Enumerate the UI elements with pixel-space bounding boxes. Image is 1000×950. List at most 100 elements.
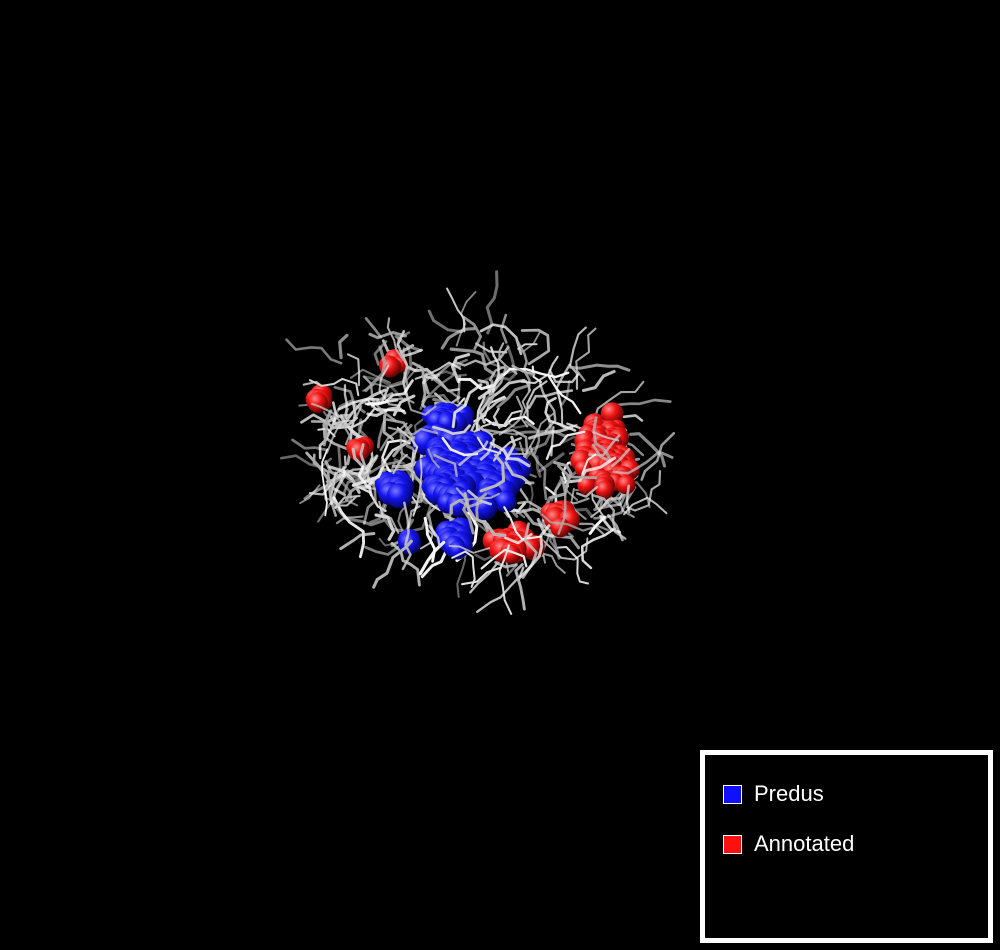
bond-stick xyxy=(455,290,477,347)
bond-stick xyxy=(456,548,467,598)
bond-stick xyxy=(476,436,502,455)
bond-stick xyxy=(389,344,413,388)
bond-stick xyxy=(344,484,372,502)
bond-stick xyxy=(300,413,358,430)
atom-sphere xyxy=(574,460,592,478)
bond-stick xyxy=(446,287,466,333)
bond-stick xyxy=(332,496,366,559)
legend-label-predicted: Predus xyxy=(754,781,824,806)
bond-stick xyxy=(411,361,430,395)
predicted-spheres xyxy=(374,402,532,560)
bond-stick xyxy=(592,431,620,442)
bond-stick xyxy=(357,465,369,488)
bond-stick xyxy=(492,407,501,429)
bond-stick xyxy=(538,452,565,473)
bond-stick xyxy=(557,464,597,480)
bond-stick xyxy=(593,489,629,512)
bond-stick xyxy=(514,563,526,611)
bond-stick xyxy=(422,373,441,384)
bond-stick xyxy=(412,458,423,517)
bond-stick xyxy=(372,539,413,589)
bond-stick xyxy=(335,515,364,525)
bond-stick xyxy=(364,317,383,339)
bond-stick xyxy=(623,496,668,516)
bond-stick xyxy=(557,476,567,535)
bond-stick xyxy=(451,550,476,588)
bond-stick xyxy=(427,448,440,469)
bond-stick xyxy=(588,515,606,535)
bond-stick xyxy=(576,485,598,498)
atom-sphere xyxy=(386,483,412,509)
bond-stick xyxy=(432,378,460,399)
legend-label-annotated: Annotated xyxy=(754,831,855,856)
bond-stick xyxy=(502,367,570,379)
atom-sphere xyxy=(616,475,636,495)
bond-stick xyxy=(557,546,589,585)
bond-stick xyxy=(476,566,525,613)
bond-stick xyxy=(401,501,412,571)
bond-stick xyxy=(575,327,597,382)
atom-sphere xyxy=(448,540,468,560)
bond-stick xyxy=(517,524,551,580)
bond-stick xyxy=(342,460,401,495)
bond-stick xyxy=(479,453,506,493)
bond-stick xyxy=(629,432,667,468)
bond-stick xyxy=(475,342,508,354)
bond-stick xyxy=(458,440,489,467)
bond-stick xyxy=(321,448,329,517)
bond-stick xyxy=(488,365,507,382)
bond-stick xyxy=(407,505,421,529)
bond-stick xyxy=(622,414,644,422)
atom-sphere xyxy=(348,440,370,462)
bond-stick xyxy=(493,409,522,427)
bond-stick xyxy=(550,425,555,457)
bond-stick xyxy=(427,309,464,334)
bond-stick xyxy=(410,503,433,533)
legend-item-predicted: Predus xyxy=(723,781,824,806)
bond-stick xyxy=(279,454,333,469)
bond-stick xyxy=(364,345,387,393)
bond-stick xyxy=(285,338,343,365)
bond-stick xyxy=(506,421,532,429)
bond-stick xyxy=(346,353,361,387)
bond-stick xyxy=(569,363,631,372)
bond-stick xyxy=(423,516,437,563)
bond-stick xyxy=(351,447,366,479)
bond-stick xyxy=(504,461,532,486)
bond-stick xyxy=(386,317,405,362)
bond-stick xyxy=(626,470,662,512)
bond-stick xyxy=(581,369,616,393)
bond-stick xyxy=(611,398,672,407)
bond-stick xyxy=(349,368,392,384)
bond-stick xyxy=(498,544,513,615)
annotated-spheres xyxy=(305,349,640,564)
bond-stick xyxy=(366,379,414,406)
bond-stick xyxy=(592,494,627,540)
bond-stick xyxy=(467,489,492,506)
bond-stick xyxy=(500,313,508,344)
bond-stick xyxy=(378,364,401,407)
bond-stick xyxy=(463,492,507,537)
bond-stick xyxy=(310,402,351,446)
bond-stick xyxy=(329,471,358,507)
bond-stick xyxy=(455,346,510,367)
bond-stick xyxy=(485,270,499,335)
bond-stick xyxy=(591,443,612,463)
bond-stick xyxy=(599,514,622,534)
bond-stick xyxy=(420,527,434,550)
bond-stick xyxy=(451,383,483,429)
bond-stick xyxy=(514,447,542,478)
bond-stick xyxy=(592,416,612,461)
bond-stick xyxy=(396,429,404,471)
bond-stick xyxy=(338,333,349,360)
bond-stick xyxy=(330,500,385,527)
bond-stick xyxy=(396,329,410,400)
bond-stick xyxy=(504,435,516,461)
bond-stick xyxy=(522,331,541,353)
bond-stick xyxy=(524,420,541,455)
bond-stick xyxy=(406,398,437,416)
bond-stick xyxy=(548,375,582,415)
bond-stick xyxy=(640,431,676,481)
